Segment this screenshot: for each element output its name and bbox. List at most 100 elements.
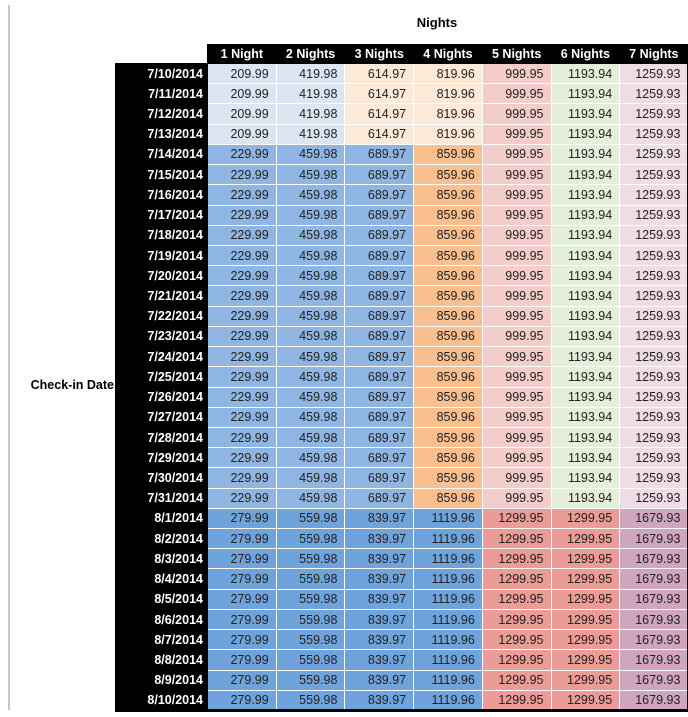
price-cell: 999.95 (481, 285, 552, 307)
price-cell: 999.95 (481, 123, 552, 145)
price-cell: 1193.94 (550, 244, 621, 267)
table-row: 7/17/2014 229.99 459.98 689.97 859.96 999.95 1… (115, 204, 688, 226)
price-cell: 1299.95 (481, 629, 552, 651)
table-row: 7/25/2014 229.99 459.98 689.97 859.96 999.95 1… (115, 366, 688, 388)
table-body: 7/10/2014 209.99 419.98 614.97 819.96 999.95 1… (115, 62, 688, 712)
price-cell: 229.99 (207, 325, 277, 348)
price-cell: 1259.93 (619, 346, 688, 368)
table-row: 7/21/2014 229.99 459.98 689.97 859.96 999.95 1… (115, 285, 688, 307)
price-cell: 614.97 (344, 103, 415, 125)
price-cell: 459.98 (275, 224, 346, 246)
price-cell: 1259.93 (619, 406, 688, 428)
price-cell: 1299.95 (550, 669, 621, 691)
price-cell: 1193.94 (550, 325, 621, 348)
table-row: 7/11/2014 209.99 419.98 614.97 819.96 999.95 1… (115, 83, 688, 105)
price-cell: 459.98 (275, 164, 346, 186)
row-date-header: 7/14/2014 (115, 143, 208, 166)
table-row: 7/10/2014 209.99 419.98 614.97 819.96 999.95 1… (115, 62, 688, 85)
price-cell: 999.95 (481, 426, 552, 449)
price-cell: 1193.94 (550, 366, 621, 388)
row-date-header: 7/18/2014 (115, 224, 208, 246)
price-cell: 999.95 (481, 406, 552, 428)
column-header: 5 Nights (481, 44, 552, 64)
price-cell: 279.99 (207, 528, 277, 550)
price-cell: 1259.93 (619, 123, 688, 145)
price-cell: 229.99 (207, 143, 277, 166)
row-date-header: 7/24/2014 (115, 346, 208, 368)
table-row: 7/27/2014 229.99 459.98 689.97 859.96 999.95 1… (115, 406, 688, 428)
price-cell: 859.96 (413, 406, 483, 428)
price-cell: 419.98 (275, 83, 346, 105)
price-cell: 819.96 (413, 62, 483, 85)
row-date-header: 7/21/2014 (115, 285, 208, 307)
price-cell: 1259.93 (619, 184, 688, 206)
table-row: 8/4/2014 279.99 559.98 839.97 1119.96 1299.95… (115, 568, 688, 590)
price-cell: 999.95 (481, 467, 552, 489)
price-cell: 1193.94 (550, 406, 621, 428)
price-cell: 689.97 (344, 346, 415, 368)
price-cell: 689.97 (344, 325, 415, 348)
price-cell: 1299.95 (550, 568, 621, 590)
price-cell: 689.97 (344, 265, 415, 287)
row-date-header: 7/22/2014 (115, 305, 208, 327)
price-cell: 1193.94 (550, 447, 621, 469)
price-cell: 999.95 (481, 487, 552, 509)
price-cell: 1259.93 (619, 487, 688, 509)
price-cell: 839.97 (344, 568, 415, 590)
price-cell: 229.99 (207, 265, 277, 287)
price-cell: 1119.96 (413, 548, 483, 570)
price-cell: 1299.95 (481, 548, 552, 570)
price-cell: 689.97 (344, 244, 415, 267)
price-cell: 1193.94 (550, 204, 621, 226)
price-cell: 1119.96 (413, 588, 483, 610)
row-axis-label: Check-in Date (30, 378, 114, 392)
price-cell: 1193.94 (550, 346, 621, 368)
price-cell: 999.95 (481, 62, 552, 85)
price-cell: 999.95 (481, 164, 552, 186)
price-cell: 689.97 (344, 164, 415, 186)
table-row: 8/9/2014 279.99 559.98 839.97 1119.96 1299.95… (115, 669, 688, 691)
table-row: 7/20/2014 229.99 459.98 689.97 859.96 999.95 1… (115, 265, 688, 287)
price-cell: 999.95 (481, 346, 552, 368)
price-cell: 689.97 (344, 426, 415, 449)
price-cell: 839.97 (344, 507, 415, 530)
table-row: 8/8/2014 279.99 559.98 839.97 1119.96 1299.95… (115, 649, 688, 671)
price-cell: 279.99 (207, 649, 277, 671)
price-cell: 839.97 (344, 629, 415, 651)
price-cell: 839.97 (344, 528, 415, 550)
price-cell: 1119.96 (413, 669, 483, 691)
price-cell: 419.98 (275, 62, 346, 85)
price-cell: 229.99 (207, 386, 277, 408)
price-cell: 229.99 (207, 447, 277, 469)
price-cell: 1299.95 (550, 588, 621, 610)
price-cell: 279.99 (207, 629, 277, 651)
price-cell: 459.98 (275, 406, 346, 428)
table-row: 7/22/2014 229.99 459.98 689.97 859.96 999.95 1… (115, 305, 688, 327)
row-date-header: 7/16/2014 (115, 184, 208, 206)
row-date-header: 7/12/2014 (115, 103, 208, 125)
price-cell: 209.99 (207, 62, 277, 85)
price-cell: 229.99 (207, 346, 277, 368)
price-cell: 859.96 (413, 204, 483, 226)
price-cell: 559.98 (275, 507, 346, 530)
price-cell: 1299.95 (481, 649, 552, 671)
price-cell: 859.96 (413, 467, 483, 489)
price-cell: 1259.93 (619, 386, 688, 408)
table-row: 8/1/2014 279.99 559.98 839.97 1119.96 1299.95… (115, 507, 688, 530)
price-cell: 1299.95 (550, 689, 621, 712)
price-cell: 1193.94 (550, 103, 621, 125)
price-cell: 614.97 (344, 123, 415, 145)
price-cell: 859.96 (413, 244, 483, 267)
price-cell: 859.96 (413, 265, 483, 287)
price-cell: 859.96 (413, 426, 483, 449)
price-cell: 689.97 (344, 467, 415, 489)
price-cell: 419.98 (275, 103, 346, 125)
table-row: 7/19/2014 229.99 459.98 689.97 859.96 999.95 1… (115, 244, 688, 267)
column-header: 1 Night (207, 44, 277, 64)
price-cell: 1679.93 (619, 649, 688, 671)
price-cell: 689.97 (344, 386, 415, 408)
price-cell: 1193.94 (550, 467, 621, 489)
price-cell: 999.95 (481, 265, 552, 287)
table-row: 8/7/2014 279.99 559.98 839.97 1119.96 1299.95… (115, 629, 688, 651)
price-cell: 1193.94 (550, 83, 621, 105)
